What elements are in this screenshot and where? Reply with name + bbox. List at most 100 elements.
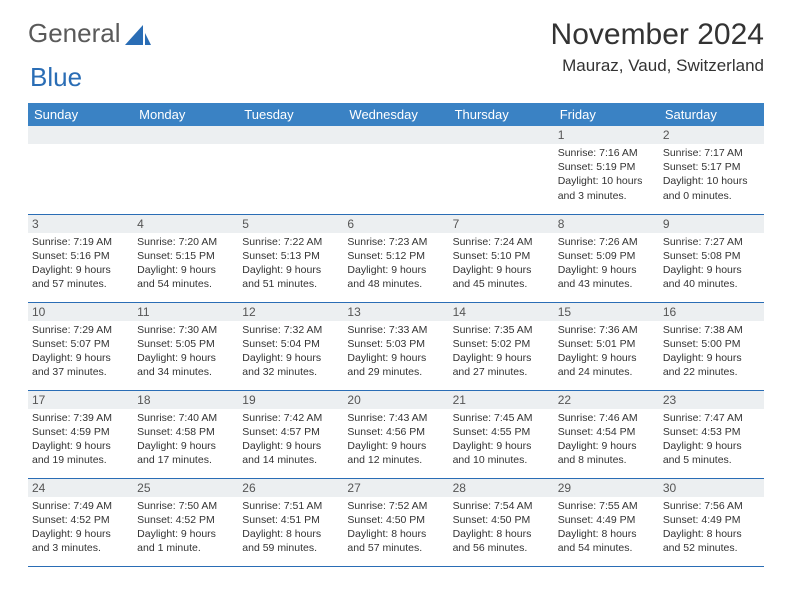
calendar-cell: 14Sunrise: 7:35 AMSunset: 5:02 PMDayligh… xyxy=(449,302,554,390)
daylight-text: Daylight: 9 hours and 57 minutes. xyxy=(32,263,129,291)
sunrise-text: Sunrise: 7:49 AM xyxy=(32,499,129,513)
day-number: 12 xyxy=(238,303,343,321)
calendar-cell xyxy=(133,126,238,214)
sunset-text: Sunset: 4:51 PM xyxy=(242,513,339,527)
sunset-text: Sunset: 5:16 PM xyxy=(32,249,129,263)
daylight-text: Daylight: 9 hours and 54 minutes. xyxy=(137,263,234,291)
daylight-text: Daylight: 8 hours and 54 minutes. xyxy=(558,527,655,555)
sunset-text: Sunset: 5:17 PM xyxy=(663,160,760,174)
day-number: 5 xyxy=(238,215,343,233)
sunset-text: Sunset: 4:53 PM xyxy=(663,425,760,439)
sunrise-text: Sunrise: 7:27 AM xyxy=(663,235,760,249)
calendar-cell: 13Sunrise: 7:33 AMSunset: 5:03 PMDayligh… xyxy=(343,302,448,390)
daylight-text: Daylight: 9 hours and 40 minutes. xyxy=(663,263,760,291)
sunset-text: Sunset: 5:10 PM xyxy=(453,249,550,263)
sunrise-text: Sunrise: 7:54 AM xyxy=(453,499,550,513)
calendar-row: 1Sunrise: 7:16 AMSunset: 5:19 PMDaylight… xyxy=(28,126,764,214)
day-number: 24 xyxy=(28,479,133,497)
daylight-text: Daylight: 9 hours and 22 minutes. xyxy=(663,351,760,379)
calendar-cell: 19Sunrise: 7:42 AMSunset: 4:57 PMDayligh… xyxy=(238,390,343,478)
sunrise-text: Sunrise: 7:40 AM xyxy=(137,411,234,425)
sunrise-text: Sunrise: 7:24 AM xyxy=(453,235,550,249)
weekday-header: Wednesday xyxy=(343,103,448,126)
calendar-cell: 10Sunrise: 7:29 AMSunset: 5:07 PMDayligh… xyxy=(28,302,133,390)
sunset-text: Sunset: 5:01 PM xyxy=(558,337,655,351)
daylight-text: Daylight: 8 hours and 56 minutes. xyxy=(453,527,550,555)
day-number: 9 xyxy=(659,215,764,233)
sunrise-text: Sunrise: 7:56 AM xyxy=(663,499,760,513)
daylight-text: Daylight: 9 hours and 29 minutes. xyxy=(347,351,444,379)
calendar-cell: 30Sunrise: 7:56 AMSunset: 4:49 PMDayligh… xyxy=(659,478,764,566)
calendar-cell: 4 Sunrise: 7:20 AMSunset: 5:15 PMDaylight… xyxy=(133,214,238,302)
calendar-cell: 2Sunrise: 7:17 AMSunset: 5:17 PMDaylight… xyxy=(659,126,764,214)
sunset-text: Sunset: 4:52 PM xyxy=(137,513,234,527)
day-number: 4 xyxy=(133,215,238,233)
day-number: 28 xyxy=(449,479,554,497)
day-number xyxy=(133,126,238,144)
day-number: 6 xyxy=(343,215,448,233)
sunset-text: Sunset: 5:15 PM xyxy=(137,249,234,263)
calendar-cell: 28Sunrise: 7:54 AMSunset: 4:50 PMDayligh… xyxy=(449,478,554,566)
day-number: 30 xyxy=(659,479,764,497)
daylight-text: Daylight: 9 hours and 24 minutes. xyxy=(558,351,655,379)
calendar-cell: 3Sunrise: 7:19 AMSunset: 5:16 PMDaylight… xyxy=(28,214,133,302)
calendar-cell: 27Sunrise: 7:52 AMSunset: 4:50 PMDayligh… xyxy=(343,478,448,566)
weekday-header: Thursday xyxy=(449,103,554,126)
calendar-cell: 5Sunrise: 7:22 AMSunset: 5:13 PMDaylight… xyxy=(238,214,343,302)
calendar-cell: 16Sunrise: 7:38 AMSunset: 5:00 PMDayligh… xyxy=(659,302,764,390)
sunset-text: Sunset: 4:49 PM xyxy=(663,513,760,527)
sunrise-text: Sunrise: 7:33 AM xyxy=(347,323,444,337)
daylight-text: Daylight: 9 hours and 8 minutes. xyxy=(558,439,655,467)
day-details: Sunrise: 7:29 AMSunset: 5:07 PMDaylight:… xyxy=(28,321,133,384)
day-number: 8 xyxy=(554,215,659,233)
sunset-text: Sunset: 4:50 PM xyxy=(347,513,444,527)
weekday-header: Saturday xyxy=(659,103,764,126)
sunset-text: Sunset: 4:57 PM xyxy=(242,425,339,439)
daylight-text: Daylight: 9 hours and 12 minutes. xyxy=(347,439,444,467)
daylight-text: Daylight: 9 hours and 37 minutes. xyxy=(32,351,129,379)
sunset-text: Sunset: 5:02 PM xyxy=(453,337,550,351)
day-details: Sunrise: 7:49 AMSunset: 4:52 PMDaylight:… xyxy=(28,497,133,560)
logo-text-1: General xyxy=(28,18,121,49)
daylight-text: Daylight: 8 hours and 57 minutes. xyxy=(347,527,444,555)
sunrise-text: Sunrise: 7:38 AM xyxy=(663,323,760,337)
day-details: Sunrise: 7:26 AMSunset: 5:09 PMDaylight:… xyxy=(554,233,659,296)
calendar-cell: 25Sunrise: 7:50 AMSunset: 4:52 PMDayligh… xyxy=(133,478,238,566)
calendar-row: 17Sunrise: 7:39 AMSunset: 4:59 PMDayligh… xyxy=(28,390,764,478)
sunrise-text: Sunrise: 7:32 AM xyxy=(242,323,339,337)
daylight-text: Daylight: 9 hours and 5 minutes. xyxy=(663,439,760,467)
sunrise-text: Sunrise: 7:20 AM xyxy=(137,235,234,249)
sunset-text: Sunset: 5:07 PM xyxy=(32,337,129,351)
weekday-header: Friday xyxy=(554,103,659,126)
day-details: Sunrise: 7:55 AMSunset: 4:49 PMDaylight:… xyxy=(554,497,659,560)
day-number: 20 xyxy=(343,391,448,409)
sunrise-text: Sunrise: 7:52 AM xyxy=(347,499,444,513)
daylight-text: Daylight: 9 hours and 3 minutes. xyxy=(32,527,129,555)
sunset-text: Sunset: 4:55 PM xyxy=(453,425,550,439)
sunrise-text: Sunrise: 7:46 AM xyxy=(558,411,655,425)
day-number: 14 xyxy=(449,303,554,321)
daylight-text: Daylight: 9 hours and 14 minutes. xyxy=(242,439,339,467)
day-number: 11 xyxy=(133,303,238,321)
sunset-text: Sunset: 5:04 PM xyxy=(242,337,339,351)
day-number: 21 xyxy=(449,391,554,409)
calendar-cell: 29Sunrise: 7:55 AMSunset: 4:49 PMDayligh… xyxy=(554,478,659,566)
sunrise-text: Sunrise: 7:39 AM xyxy=(32,411,129,425)
day-details: Sunrise: 7:56 AMSunset: 4:49 PMDaylight:… xyxy=(659,497,764,560)
calendar-cell xyxy=(28,126,133,214)
daylight-text: Daylight: 9 hours and 34 minutes. xyxy=(137,351,234,379)
month-title: November 2024 xyxy=(551,18,764,52)
day-number: 17 xyxy=(28,391,133,409)
calendar-cell: 15Sunrise: 7:36 AMSunset: 5:01 PMDayligh… xyxy=(554,302,659,390)
sunrise-text: Sunrise: 7:23 AM xyxy=(347,235,444,249)
location: Mauraz, Vaud, Switzerland xyxy=(551,56,764,76)
calendar-cell: 12Sunrise: 7:32 AMSunset: 5:04 PMDayligh… xyxy=(238,302,343,390)
day-details: Sunrise: 7:32 AMSunset: 5:04 PMDaylight:… xyxy=(238,321,343,384)
day-details: Sunrise: 7:23 AMSunset: 5:12 PMDaylight:… xyxy=(343,233,448,296)
sunset-text: Sunset: 5:05 PM xyxy=(137,337,234,351)
sunrise-text: Sunrise: 7:29 AM xyxy=(32,323,129,337)
calendar-cell: 1Sunrise: 7:16 AMSunset: 5:19 PMDaylight… xyxy=(554,126,659,214)
sunset-text: Sunset: 4:52 PM xyxy=(32,513,129,527)
day-details: Sunrise: 7:22 AMSunset: 5:13 PMDaylight:… xyxy=(238,233,343,296)
day-details: Sunrise: 7:33 AMSunset: 5:03 PMDaylight:… xyxy=(343,321,448,384)
